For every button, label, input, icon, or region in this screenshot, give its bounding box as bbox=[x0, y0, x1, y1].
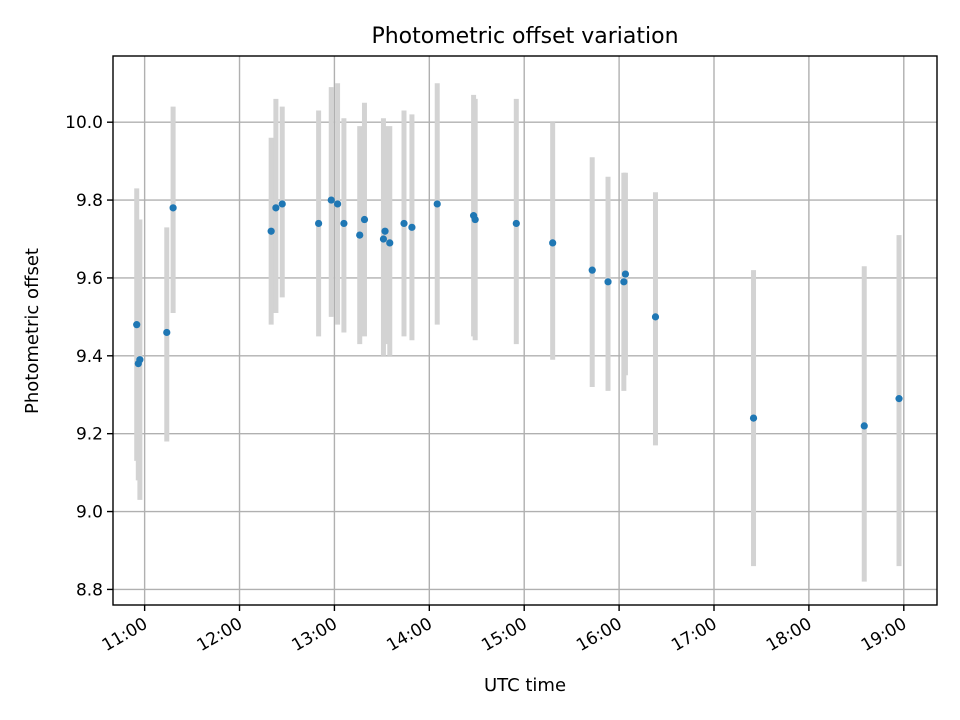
data-point bbox=[549, 239, 557, 247]
x-tick-label: 18:00 bbox=[763, 614, 815, 656]
y-axis-label: Photometric offset bbox=[22, 248, 43, 414]
data-point bbox=[340, 219, 348, 228]
data-point bbox=[860, 422, 868, 430]
plot-frame bbox=[112, 55, 938, 606]
y-axis-ticks: 8.8 9.0 9.2 9.4 9.6 9.8 10.0 bbox=[65, 113, 113, 600]
data-point bbox=[604, 278, 612, 286]
data-point bbox=[133, 321, 141, 329]
chart-title: Photometric offset variation bbox=[371, 24, 678, 49]
x-axis-label: UTC time bbox=[484, 675, 566, 696]
y-tick-label: 9.2 bbox=[76, 425, 103, 445]
data-point bbox=[379, 235, 388, 243]
data-point bbox=[400, 219, 408, 228]
grid bbox=[113, 56, 937, 605]
x-tick-label: 17:00 bbox=[668, 614, 720, 656]
data-point bbox=[408, 223, 416, 231]
data-point bbox=[471, 215, 479, 224]
x-tick-label: 19:00 bbox=[858, 614, 910, 656]
y-tick-label: 9.4 bbox=[76, 347, 103, 367]
data-point bbox=[386, 239, 394, 247]
data-points bbox=[133, 196, 903, 430]
data-point bbox=[749, 414, 758, 422]
data-point bbox=[278, 200, 286, 208]
data-point bbox=[267, 227, 275, 235]
x-tick-label: 11:00 bbox=[99, 614, 151, 656]
data-point bbox=[333, 200, 342, 208]
y-tick-label: 9.6 bbox=[76, 269, 103, 289]
data-point bbox=[651, 313, 660, 321]
data-point bbox=[588, 266, 596, 274]
x-axis-ticks: 11:00 12:00 13:00 14:00 15:00 16:00 17:00 18:00… bbox=[99, 605, 910, 656]
x-tick-label: 14:00 bbox=[383, 614, 435, 656]
data-point bbox=[272, 204, 280, 212]
data-point bbox=[136, 356, 144, 364]
error-bars bbox=[134, 83, 902, 582]
data-point bbox=[620, 278, 628, 286]
data-point bbox=[621, 270, 630, 278]
data-point bbox=[360, 215, 369, 224]
data-point bbox=[327, 196, 335, 204]
y-tick-label: 9.8 bbox=[76, 191, 103, 211]
data-point bbox=[163, 328, 171, 337]
data-point bbox=[169, 204, 177, 212]
y-tick-label: 10.0 bbox=[65, 113, 103, 133]
data-point bbox=[433, 200, 441, 208]
data-point bbox=[381, 227, 389, 235]
data-point bbox=[895, 395, 903, 403]
data-point bbox=[512, 219, 520, 228]
data-point bbox=[356, 231, 364, 239]
x-tick-label: 13:00 bbox=[288, 614, 340, 656]
x-tick-label: 15:00 bbox=[478, 614, 530, 656]
data-point bbox=[315, 219, 323, 228]
x-tick-label: 16:00 bbox=[573, 614, 625, 656]
y-tick-label: 8.8 bbox=[76, 580, 103, 600]
y-tick-label: 9.0 bbox=[76, 503, 103, 523]
x-tick-label: 12:00 bbox=[194, 614, 246, 656]
